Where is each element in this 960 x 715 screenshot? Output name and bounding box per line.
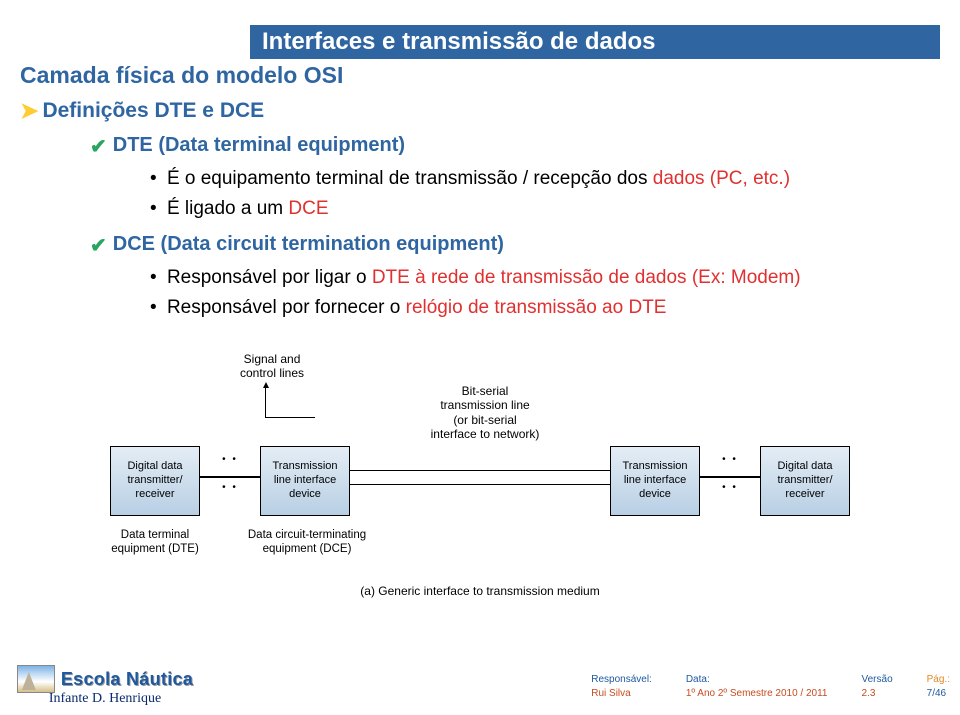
dce-heading-row: ✔ DCE (Data circuit termination equipmen… — [90, 233, 504, 258]
check-icon: ✔ — [90, 134, 107, 159]
footer-version-value: 2.3 — [862, 687, 893, 701]
school-logo-top: Escola Náutica — [17, 665, 193, 693]
bullet-dot-icon: • — [150, 267, 157, 288]
footer-responsible-value: Rui Silva — [591, 687, 652, 701]
transmission-line-bottom — [350, 484, 610, 485]
diagram: Signal and control lines Bit-serial tran… — [110, 352, 850, 612]
footer-info: Responsável: Rui Silva Data: 1º Ano 2º S… — [591, 673, 950, 707]
signal-pointer-line — [265, 388, 315, 418]
footer-responsible-label: Responsável: — [591, 673, 652, 687]
dte-line-1-black: É o equipamento terminal de transmissão … — [167, 168, 653, 189]
bit-serial-label: Bit-serial transmission line (or bit-ser… — [400, 384, 570, 442]
dte-heading: DTE (Data terminal equipment) — [113, 134, 405, 157]
dte-line-1: • É o equipamento terminal de transmissã… — [150, 168, 790, 190]
under-label-dte: Data terminal equipment (DTE) — [105, 528, 205, 557]
section-heading: ➤ Definições DTE e DCE — [20, 98, 264, 124]
dce-line-2: • Responsável por fornecer o relógio de … — [150, 297, 666, 319]
header-title: Interfaces e transmissão de dados — [262, 28, 656, 56]
check-icon: ✔ — [90, 233, 107, 258]
footer-version: Versão 2.3 — [862, 673, 893, 701]
diagram-box-dte-right: Digital data transmitter/ receiver — [760, 446, 850, 516]
header-bar: Interfaces e transmissão de dados — [250, 25, 940, 59]
signal-label: Signal and control lines — [240, 352, 304, 381]
footer-version-label: Versão — [862, 673, 893, 687]
dce-line-2-red: relógio de transmissão ao DTE — [406, 297, 667, 318]
connector-right — [700, 476, 760, 478]
diagram-box-dce-left: Transmission line interface device — [260, 446, 350, 516]
connector-left — [200, 476, 260, 478]
dce-line-1-black: Responsável por ligar o — [167, 267, 372, 288]
under-label-dce: Data circuit-terminating equipment (DCE) — [242, 528, 372, 557]
diagram-caption: (a) Generic interface to transmission me… — [110, 584, 850, 598]
dte-line-2: • É ligado a um DCE — [150, 198, 329, 220]
transmission-line-top — [350, 470, 610, 471]
footer-responsible: Responsável: Rui Silva — [591, 673, 652, 701]
footer-page: Pág.: 7/46 — [927, 673, 950, 701]
dte-line-2-red: DCE — [288, 198, 328, 219]
dce-line-2-black: Responsável por fornecer o — [167, 297, 406, 318]
dce-line-1: • Responsável por ligar o DTE à rede de … — [150, 267, 801, 289]
school-subtitle: Infante D. Henrique — [49, 691, 161, 707]
bullet-dot-icon: • — [150, 198, 157, 219]
dte-heading-row: ✔ DTE (Data terminal equipment) — [90, 134, 405, 159]
bullet-dot-icon: • — [150, 297, 157, 318]
school-name: Escola Náutica — [61, 669, 193, 690]
footer-date-value: 1º Ano 2º Semestre 2010 / 2011 — [686, 687, 828, 701]
footer: Escola Náutica Infante D. Henrique Respo… — [0, 652, 950, 707]
dce-heading: DCE (Data circuit termination equipment) — [113, 233, 504, 256]
page-subtitle: Camada física do modelo OSI — [20, 62, 343, 89]
school-logo-image — [17, 665, 55, 693]
bullet-dot-icon: • — [150, 168, 157, 189]
footer-page-value: 7/46 — [927, 687, 950, 701]
dte-line-1-red: dados (PC, etc.) — [653, 168, 790, 189]
footer-date-label: Data: — [686, 673, 828, 687]
dce-line-1-red: DTE à rede de transmissão de dados (Ex: … — [372, 267, 801, 288]
dte-line-2-black: É ligado a um — [167, 198, 288, 219]
arrow-icon: ➤ — [20, 98, 38, 124]
footer-page-label: Pág.: — [927, 673, 950, 687]
footer-date: Data: 1º Ano 2º Semestre 2010 / 2011 — [686, 673, 828, 701]
school-logo: Escola Náutica Infante D. Henrique — [15, 665, 195, 707]
diagram-box-dce-right: Transmission line interface device — [610, 446, 700, 516]
section-heading-text: Definições DTE e DCE — [42, 99, 264, 123]
diagram-box-dte-left: Digital data transmitter/ receiver — [110, 446, 200, 516]
